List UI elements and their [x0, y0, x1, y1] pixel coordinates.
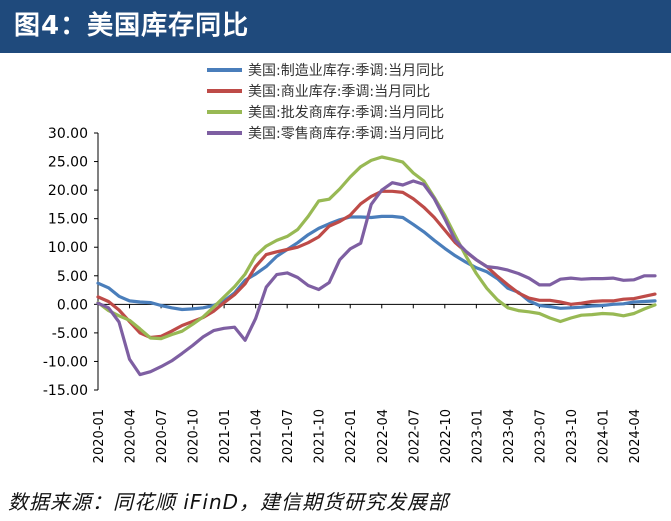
x-tick-label: 2021-01 — [218, 409, 233, 463]
x-tick-label: 2023-07 — [533, 409, 548, 463]
x-tick-label: 2024-01 — [596, 409, 611, 463]
x-tick-label: 2022-04 — [376, 409, 391, 463]
x-tick-label: 2020-04 — [124, 409, 139, 463]
y-tick-label: -10.00 — [43, 354, 88, 370]
figure-title: 图4：美国库存同比 — [0, 0, 671, 53]
x-tick-label: 2020-01 — [92, 409, 107, 463]
x-tick-label: 2021-07 — [281, 409, 296, 463]
series-line-4 — [96, 179, 657, 377]
legend-label-4: 美国:零售商库存:季调:当月同比 — [248, 126, 444, 142]
x-tick-label: 2023-04 — [502, 409, 517, 463]
series-line-2 — [96, 189, 657, 340]
legend-label-1: 美国:制造业库存:季调:当月同比 — [248, 63, 444, 79]
x-tick-label: 2020-10 — [187, 409, 202, 463]
x-tick-label: 2022-01 — [344, 409, 359, 463]
x-tick-label: 2023-10 — [565, 409, 580, 463]
y-tick-label: -5.00 — [52, 326, 88, 342]
y-tick-label: 15.00 — [48, 212, 88, 228]
series-line-1 — [96, 214, 657, 312]
y-tick-label: 25.00 — [48, 155, 88, 171]
x-tick-label: 2021-10 — [313, 409, 328, 463]
line-chart: 30.00 25.00 20.00 15.00 10.00 5.00 0.00 -5.00 -1… — [43, 63, 657, 463]
x-tick-label: 2024-04 — [628, 409, 643, 463]
y-tick-label: 20.00 — [48, 183, 88, 199]
data-source-note: 数据来源：同花顺 iFinD，建信期货研究发展部 — [8, 490, 450, 514]
x-tick-label: 2022-07 — [407, 409, 422, 463]
x-tick-label: 2023-01 — [470, 409, 485, 463]
y-tick-label: -15.00 — [43, 383, 88, 399]
series-line-3 — [96, 155, 657, 341]
x-tick-label: 2021-04 — [250, 409, 265, 463]
legend-label-2: 美国:商业库存:季调:当月同比 — [248, 84, 430, 100]
x-tick-label: 2022-10 — [439, 409, 454, 463]
y-tick-label: 0.00 — [57, 297, 88, 313]
y-tick-label: 5.00 — [57, 269, 88, 285]
x-tick-label: 2020-07 — [155, 409, 170, 463]
legend-label-3: 美国:批发商库存:季调:当月同比 — [248, 105, 444, 121]
y-tick-label: 30.00 — [48, 126, 88, 142]
y-tick-label: 10.00 — [48, 240, 88, 256]
